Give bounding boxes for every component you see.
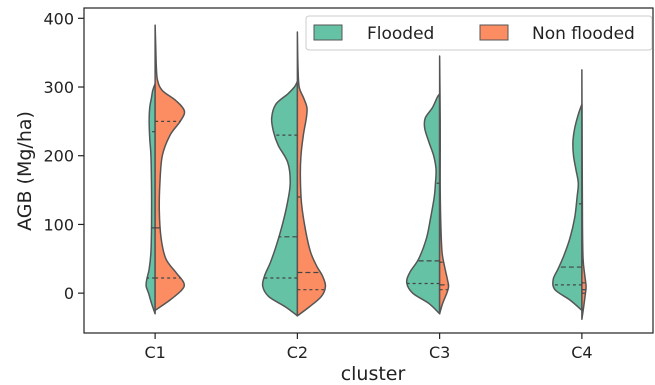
legend-label-flooded: Flooded	[367, 24, 434, 44]
violin-flooded-c3	[405, 93, 441, 315]
violin-non-flooded-c4	[581, 69, 587, 321]
y-tick-label-200: 200	[43, 147, 74, 166]
legend-label-non-flooded: Non flooded	[532, 24, 635, 44]
y-axis-label: AGB (Mg/ha)	[14, 111, 36, 231]
x-axis-label: cluster	[341, 363, 406, 385]
y-tick-label-300: 300	[43, 78, 74, 97]
legend-swatch-non-flooded	[479, 24, 509, 41]
x-tick-label-c3: C3	[429, 343, 450, 362]
violin-non-flooded-c1	[154, 24, 186, 312]
violin-layer	[145, 24, 587, 321]
violin-non-flooded-c3	[438, 55, 450, 315]
violin-flooded-c1	[145, 82, 156, 315]
violin-non-flooded-c2	[296, 31, 327, 317]
quartile-lines	[147, 120, 586, 294]
y-axis: 0 100 200 300 400	[43, 9, 84, 303]
violin-flooded-c4	[552, 103, 583, 312]
x-tick-label-c2: C2	[287, 343, 308, 362]
y-tick-label-0: 0	[64, 284, 74, 303]
x-tick-label-c4: C4	[571, 343, 592, 362]
violin-flooded-c2	[261, 80, 299, 317]
plot-frame	[83, 7, 654, 334]
x-axis: C1 C2 C3 C4	[144, 333, 593, 362]
x-tick-label-c1: C1	[144, 343, 165, 362]
legend-frame	[305, 15, 653, 51]
legend: Flooded Non flooded	[305, 15, 653, 51]
y-tick-label-400: 400	[43, 9, 74, 28]
legend-swatch-flooded	[313, 24, 343, 41]
y-tick-label-100: 100	[43, 215, 74, 234]
